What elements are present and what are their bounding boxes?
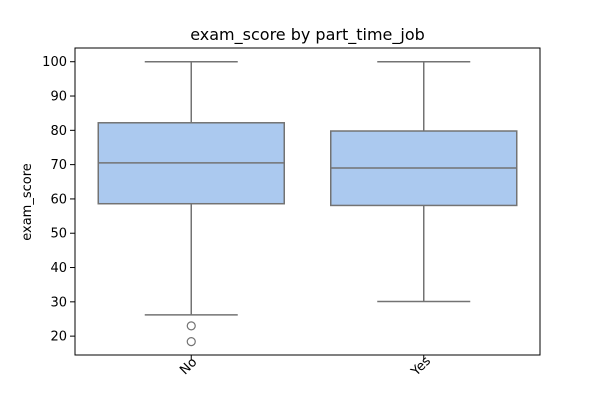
- outlier-point: [186, 337, 196, 347]
- y-tick-label: 50: [50, 227, 67, 242]
- y-axis: 20 30 40 50 60 70 80 90 100: [42, 55, 75, 345]
- plot-marks: [97, 60, 518, 347]
- plot-area-frame: [74, 47, 541, 356]
- y-tick-label: 20: [50, 330, 67, 345]
- y-tick-label: 70: [50, 158, 67, 173]
- y-tick-label: 80: [50, 124, 67, 139]
- y-tick-label: 60: [50, 192, 67, 207]
- y-tick-label: 100: [42, 55, 67, 70]
- outlier-point: [186, 321, 196, 331]
- y-tick-label: 40: [50, 261, 67, 276]
- box-no: [97, 60, 285, 347]
- box-yes: [330, 60, 518, 303]
- y-tick-label: 30: [50, 295, 67, 310]
- chart-title: exam_score by part_time_job: [190, 25, 425, 45]
- y-tick-label: 90: [50, 90, 67, 105]
- y-axis-label: exam_score: [20, 163, 35, 241]
